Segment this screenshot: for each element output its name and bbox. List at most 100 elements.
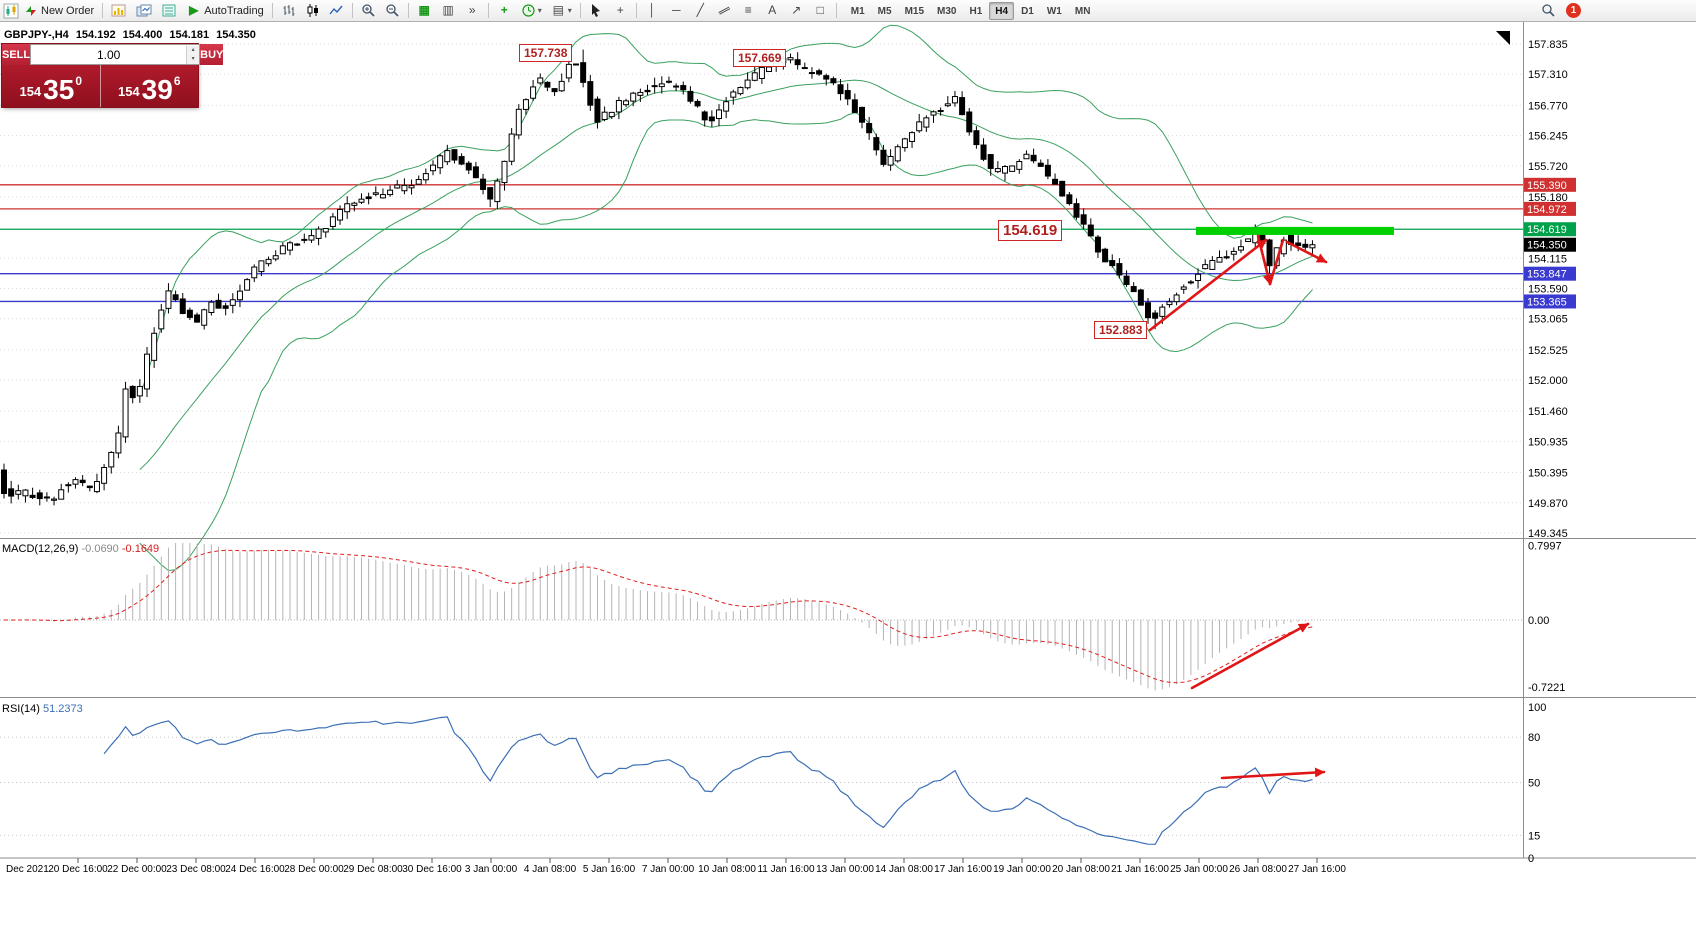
text-tool-button[interactable]: A [761,1,784,21]
trend-arrow [1190,622,1310,690]
zoom-in-icon [362,4,375,17]
scroll-to-end-button[interactable]: » [461,1,484,21]
timeframe-MN[interactable]: MN [1074,5,1091,17]
buy-price-prefix: 154 [117,84,140,99]
svg-text:5 Jan 16:00: 5 Jan 16:00 [583,864,636,875]
text-tool-icon: A [768,3,777,17]
timeframe-H4[interactable]: H4 [989,1,1015,20]
lot-input[interactable] [31,47,187,62]
profiles-button[interactable] [132,1,156,21]
svg-text:152.525: 152.525 [1528,345,1568,357]
svg-text:156.245: 156.245 [1528,131,1568,143]
periods-button[interactable]: ▾ [517,1,546,21]
data-window-button[interactable] [157,1,181,21]
search-icon[interactable] [1541,3,1556,18]
cursor-icon [591,4,600,17]
autotrading-button[interactable]: ▶ AutoTrading [182,1,268,21]
svg-text:Dec 2021: Dec 2021 [6,864,49,875]
separator [407,3,409,18]
cascade-windows-button[interactable]: ▥ [437,1,460,21]
separator [351,3,353,18]
sell-price-pips: 35 [43,74,75,105]
rsi-indicator-label: RSI(14) 51.2373 [2,703,83,715]
svg-text:27 Jan 16:00: 27 Jan 16:00 [1288,864,1346,875]
buy-price[interactable]: 154 39 6 [101,65,199,107]
sell-price[interactable]: 154 35 0 [2,65,100,107]
lot-decrease-button[interactable]: ▾ [187,54,200,64]
arrow-tool-button[interactable]: ↗ [785,1,808,21]
ohlc-high: 154.400 [122,29,163,41]
buy-button[interactable]: BUY [200,44,224,65]
new-chart-button[interactable] [107,1,131,21]
shapes-icon: □ [816,3,824,17]
candlestick-icon [307,4,318,17]
timeframe-D1[interactable]: D1 [1021,5,1034,17]
chart-canvas[interactable]: 157.835 157.310 156.770 156.245 155.720 155.1… [0,22,1696,944]
zoom-out-button[interactable] [381,1,404,21]
separator [635,3,637,18]
svg-text:153.590: 153.590 [1528,284,1568,296]
chart-shift-marker[interactable] [1496,31,1510,45]
notification-badge[interactable]: 1 [1566,3,1581,18]
svg-text:150.395: 150.395 [1528,468,1568,480]
timeframe-M30[interactable]: M30 [937,5,957,17]
shapes-tool-button[interactable]: □ [809,1,832,21]
new-order-button[interactable]: New Order [20,1,98,21]
price-label-157.669: 157.669 [733,49,787,67]
fibonacci-tool-button[interactable]: ≡ [737,1,760,21]
svg-text:11 Jan 16:00: 11 Jan 16:00 [757,864,815,875]
svg-text:4 Jan 08:00: 4 Jan 08:00 [524,864,577,875]
templates-button[interactable]: ▤ ▾ [547,1,576,21]
timeframe-W1[interactable]: W1 [1046,5,1062,17]
crosshair-tool-button[interactable]: + [609,1,632,21]
bollinger-upper [139,24,1313,397]
vertical-line-tool-button[interactable]: │ [641,1,664,21]
horizontal-line-icon: ─ [671,3,681,17]
toolbar-right-group: 1 [1541,3,1581,18]
zoom-in-button[interactable] [357,1,380,21]
bar-chart-mode-button[interactable] [277,1,300,21]
svg-text:20 Dec 16:00: 20 Dec 16:00 [48,864,108,875]
timeframe-H1[interactable]: H1 [969,5,983,17]
cursor-tool-button[interactable] [585,1,608,21]
price-label-152.883: 152.883 [1094,321,1148,339]
timeframe-M15[interactable]: M15 [904,5,925,17]
horizontal-line-tool-button[interactable]: ─ [665,1,688,21]
timeframe-M1[interactable]: M1 [850,5,865,17]
svg-text:10 Jan 08:00: 10 Jan 08:00 [698,864,756,875]
sell-price-prefix: 154 [19,84,42,99]
separator [102,3,104,18]
zoom-out-icon [386,4,399,17]
separator [835,3,837,18]
candlestick-mode-button[interactable] [301,1,324,21]
bollinger-lower [139,112,1313,572]
svg-text:13 Jan 00:00: 13 Jan 00:00 [816,864,874,875]
svg-text:154.350: 154.350 [1527,240,1567,252]
sell-button[interactable]: SELL [2,44,31,65]
timeframe-M5[interactable]: M5 [877,5,892,17]
channel-tool-button[interactable]: ∥ [713,1,736,21]
tile-windows-button[interactable]: ▦ [413,1,436,21]
one-click-trading-panel: SELL ▴ ▾ BUY 154 35 0 154 [2,44,224,107]
svg-text:14 Jan 08:00: 14 Jan 08:00 [875,864,933,875]
svg-text:154.115: 154.115 [1528,253,1567,265]
time-axis: Dec 2021 20 Dec 16:00 22 Dec 00:00 23 Dec 0… [6,858,1346,875]
price-gridlines [0,43,1523,534]
svg-text:25 Jan 00:00: 25 Jan 00:00 [1170,864,1228,875]
svg-text:100: 100 [1528,702,1546,714]
svg-text:155.390: 155.390 [1527,180,1567,192]
resistance-zone-bar[interactable] [1196,226,1395,235]
svg-text:22 Dec 00:00: 22 Dec 00:00 [107,864,167,875]
new-chart-icon [111,4,126,17]
trendline-tool-button[interactable]: ╱ [689,1,712,21]
level-lines [0,184,1523,303]
trend-arrow [1256,234,1273,286]
periods-caret-icon: ▾ [537,6,542,15]
main-toolbar: New Order ▶ AutoTrading [0,0,1696,22]
indicators-button[interactable]: + [493,1,516,21]
lot-increase-button[interactable]: ▴ [187,45,200,55]
line-chart-mode-button[interactable] [325,1,348,21]
svg-text:50: 50 [1528,778,1540,790]
timeframe-toolbar: M1 M5 M15 M30 H1 H4 D1 W1 MN [845,1,1097,20]
svg-text:156.770: 156.770 [1528,100,1568,112]
